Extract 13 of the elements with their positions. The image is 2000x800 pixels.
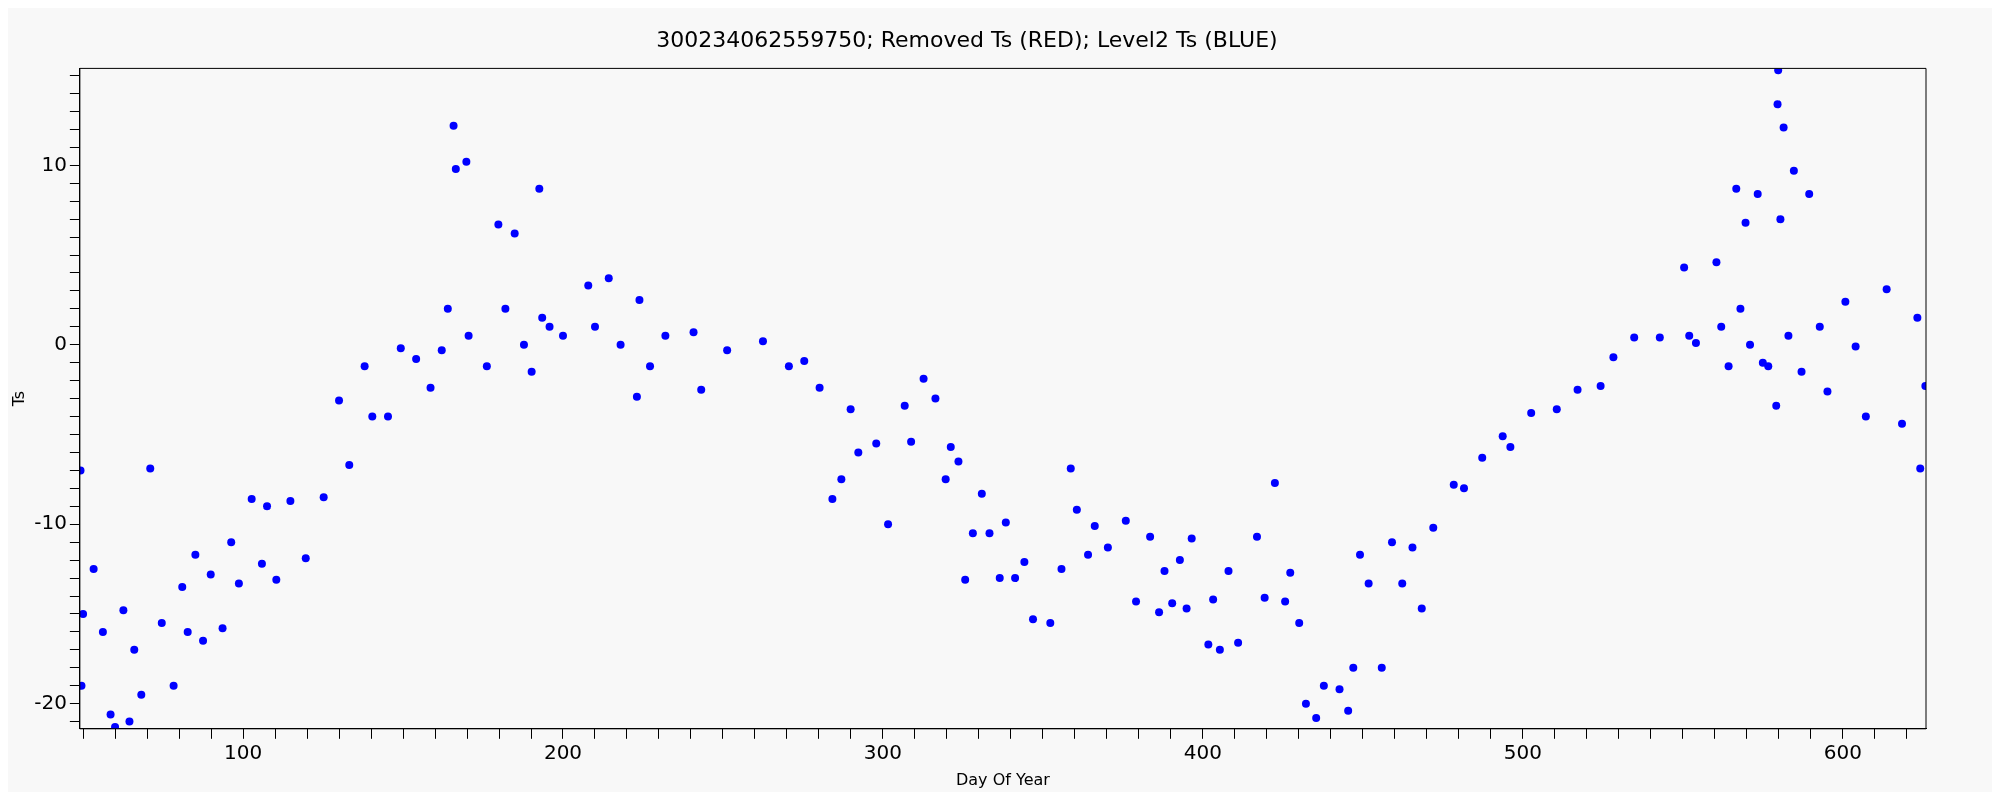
y-tick-label: 0 — [54, 330, 67, 355]
x-tick-label: 600 — [1823, 740, 1862, 764]
y-tick-label: 10 — [41, 151, 67, 176]
x-tick-label: 500 — [1503, 740, 1542, 764]
y-tick-label: -10 — [34, 510, 67, 535]
x-tick-label: 200 — [543, 740, 583, 764]
x-tick-label: 300 — [863, 740, 903, 764]
y-tick-label: -20 — [34, 689, 67, 714]
x-tick-label: 100 — [223, 740, 263, 764]
chart-title: 300234062559750; Removed Ts (RED); Level2 Ts (BLUE) — [656, 26, 1278, 52]
y-axis-title: Ts — [8, 390, 28, 408]
x-tick-label: 400 — [1183, 740, 1222, 764]
x-axis-title: Day Of Year — [956, 769, 1051, 789]
